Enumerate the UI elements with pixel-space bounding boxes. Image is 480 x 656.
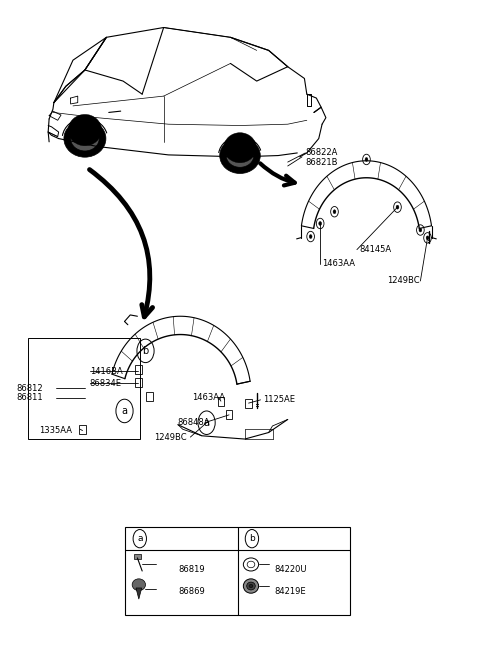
Ellipse shape [224,133,256,163]
Bar [79,424,86,434]
Polygon shape [136,588,142,599]
Text: a: a [121,406,128,416]
Ellipse shape [71,126,99,151]
Ellipse shape [132,579,145,590]
Text: 86869: 86869 [178,586,204,596]
Ellipse shape [226,144,254,167]
Text: a: a [137,534,143,543]
Text: 1249BC: 1249BC [154,432,187,441]
Text: 86819: 86819 [178,565,204,574]
Ellipse shape [68,114,102,146]
Circle shape [319,222,322,226]
Bar [134,554,141,560]
Circle shape [333,210,336,214]
Text: 1463AA: 1463AA [192,393,225,401]
Ellipse shape [247,582,255,590]
Text: 1416BA: 1416BA [90,367,122,376]
Text: 86834E: 86834E [90,379,121,388]
Text: 1125AE: 1125AE [263,396,295,404]
Circle shape [365,157,368,161]
Bar [226,410,232,419]
Text: 1249BC: 1249BC [387,276,420,285]
Bar [125,527,350,615]
Bar [146,392,153,401]
Text: 84220U: 84220U [275,565,307,574]
Text: 86848A: 86848A [177,418,209,426]
Ellipse shape [220,138,260,174]
Ellipse shape [64,120,106,157]
Text: 86811: 86811 [17,394,43,402]
Text: 86822A: 86822A [306,148,338,157]
Circle shape [309,235,312,239]
Circle shape [396,205,399,209]
Bar [28,338,140,439]
Text: 84145A: 84145A [360,245,391,254]
Text: b: b [143,346,149,356]
Bar [135,365,142,375]
Text: b: b [249,534,255,543]
Ellipse shape [249,584,253,588]
Bar [217,397,224,405]
Bar [135,379,142,388]
Circle shape [419,228,422,232]
Circle shape [426,236,429,240]
Text: 86821B: 86821B [306,157,338,167]
Text: 1463AA: 1463AA [322,260,355,268]
Bar [245,399,252,407]
Text: a: a [204,418,210,428]
Text: 86812: 86812 [17,384,43,392]
Ellipse shape [243,579,259,593]
Text: 84219E: 84219E [275,586,306,596]
Text: 1335AA: 1335AA [39,426,72,435]
